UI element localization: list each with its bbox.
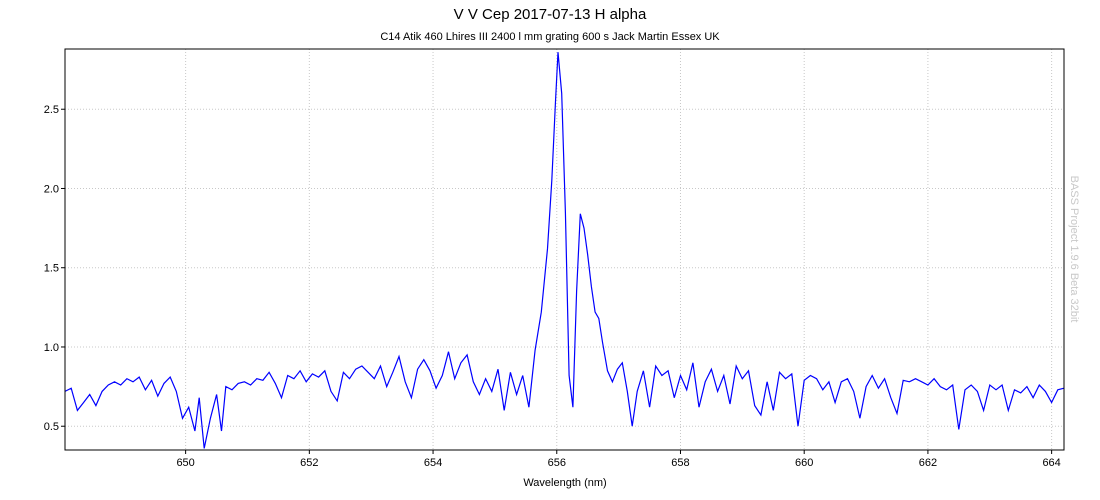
y-tick-label: 1.5	[44, 263, 59, 275]
watermark-text: BASS Project 1.9.6 Beta 32bit	[1068, 176, 1080, 323]
grid	[65, 49, 1064, 450]
y-tick-label: 1.0	[44, 342, 59, 354]
y-tick-label: 0.5	[44, 421, 59, 433]
y-tick-label: 2.5	[44, 104, 59, 116]
x-tick-label: 656	[548, 457, 566, 469]
x-tick-label: 660	[795, 457, 813, 469]
plot-frame	[64, 48, 1065, 451]
x-tick-label: 654	[424, 457, 442, 469]
x-tick-label: 662	[919, 457, 937, 469]
y-axis: 0.5 1.0 1.5 2.0 2.5	[44, 104, 65, 433]
chart-subtitle: C14 Atik 460 Lhires III 2400 l mm gratin…	[380, 31, 720, 43]
spectrum-line	[64, 52, 1065, 449]
y-tick-label: 2.0	[44, 183, 59, 195]
chart-title: V V Cep 2017-07-13 H alpha	[454, 6, 647, 23]
x-tick-label: 650	[176, 457, 194, 469]
x-axis-label: Wavelength (nm)	[523, 477, 606, 489]
x-tick-label: 652	[300, 457, 318, 469]
x-axis: 650 652 654 656 658 660 662 664	[176, 450, 1061, 469]
x-tick-label: 664	[1042, 457, 1060, 469]
x-tick-label: 658	[671, 457, 689, 469]
